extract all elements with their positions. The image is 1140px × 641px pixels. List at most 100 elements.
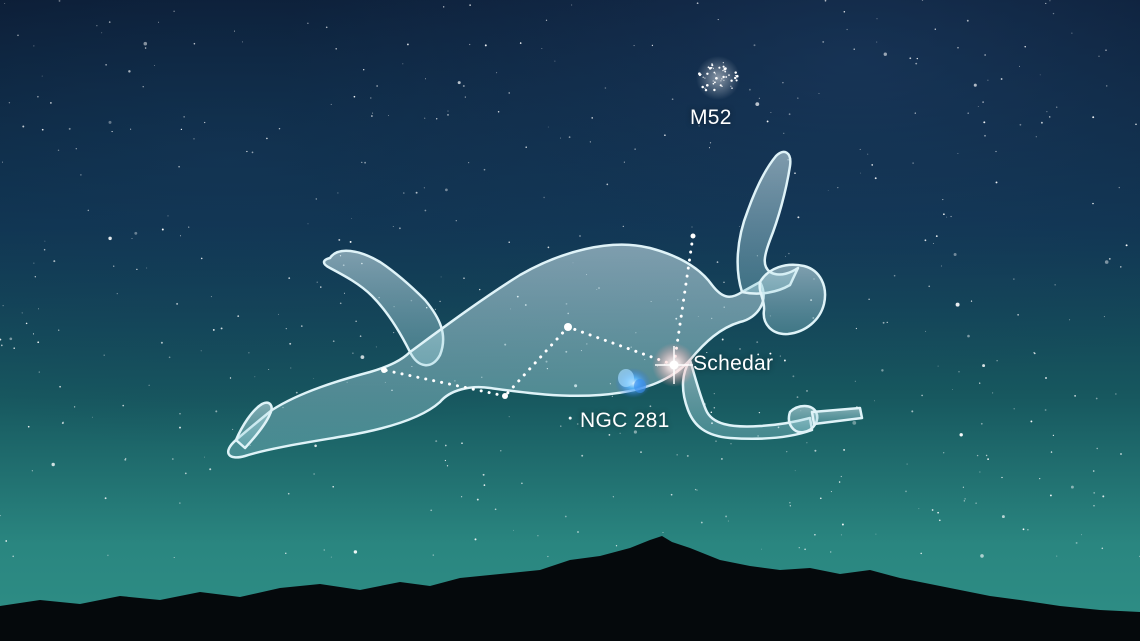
background-star xyxy=(942,199,944,201)
background-star xyxy=(33,45,35,47)
background-star xyxy=(1045,2,1047,4)
background-star xyxy=(91,416,93,418)
background-star xyxy=(1115,393,1117,395)
background-star xyxy=(577,531,579,533)
background-star xyxy=(21,312,23,314)
background-star xyxy=(819,497,822,500)
background-star xyxy=(444,459,447,462)
background-star xyxy=(1125,244,1128,247)
background-star xyxy=(254,376,256,378)
background-star xyxy=(881,369,884,372)
background-star xyxy=(9,337,13,341)
background-star xyxy=(686,454,689,457)
background-star xyxy=(125,457,127,460)
background-star xyxy=(1024,45,1026,48)
background-star xyxy=(633,430,637,434)
background-star xyxy=(469,43,471,46)
background-star xyxy=(482,473,485,476)
background-star xyxy=(843,10,846,13)
background-star xyxy=(180,128,183,131)
background-star xyxy=(984,134,986,137)
background-star xyxy=(838,481,841,483)
background-star xyxy=(964,498,966,500)
background-star xyxy=(979,382,981,384)
background-star xyxy=(909,57,912,60)
background-star xyxy=(914,112,916,114)
background-star xyxy=(782,81,784,84)
background-star xyxy=(168,356,171,359)
background-star xyxy=(928,285,931,288)
background-star xyxy=(107,554,109,557)
cluster-star xyxy=(724,70,727,73)
background-star xyxy=(959,433,963,437)
background-star xyxy=(1055,106,1058,108)
background-star xyxy=(128,70,131,73)
mountain-silhouette xyxy=(0,536,1140,641)
background-star xyxy=(392,225,394,228)
background-star xyxy=(841,523,844,526)
background-star xyxy=(22,125,25,128)
background-star xyxy=(34,276,36,278)
background-star xyxy=(721,338,724,341)
background-star xyxy=(406,43,409,46)
background-star xyxy=(290,367,292,369)
background-star xyxy=(749,88,751,91)
background-star xyxy=(1102,495,1105,498)
background-star xyxy=(710,411,713,414)
background-star xyxy=(439,300,441,303)
background-star xyxy=(101,32,103,34)
background-star xyxy=(167,215,169,217)
background-star xyxy=(694,488,697,491)
background-star xyxy=(403,192,405,194)
background-star xyxy=(756,341,759,343)
background-star xyxy=(339,302,342,305)
background-star xyxy=(5,540,8,542)
background-star xyxy=(806,390,808,392)
background-star xyxy=(1105,49,1107,51)
background-star xyxy=(1108,257,1111,260)
background-star xyxy=(58,329,60,331)
background-star xyxy=(27,425,30,428)
background-star xyxy=(103,354,105,356)
background-star xyxy=(2,305,4,307)
background-star xyxy=(316,281,318,283)
background-star xyxy=(1095,397,1098,400)
background-star xyxy=(1019,123,1022,126)
background-star xyxy=(332,486,334,488)
cluster-star xyxy=(723,67,727,71)
background-star xyxy=(444,444,447,447)
background-star xyxy=(376,85,378,87)
background-star xyxy=(179,235,182,237)
background-star xyxy=(725,515,728,518)
background-star xyxy=(698,125,700,127)
cluster-star xyxy=(714,73,716,75)
background-star xyxy=(278,127,281,130)
background-star xyxy=(183,116,185,118)
figure-foot xyxy=(234,401,273,450)
background-star xyxy=(179,502,181,504)
background-star xyxy=(53,260,56,263)
background-star xyxy=(496,72,498,74)
background-star xyxy=(709,366,712,369)
background-star xyxy=(1048,116,1051,118)
cluster-star xyxy=(698,73,702,77)
background-star xyxy=(1039,478,1041,480)
background-star xyxy=(12,555,14,558)
background-star xyxy=(716,261,719,263)
ngc281-label: NGC 281 xyxy=(580,409,670,432)
background-star xyxy=(359,335,362,337)
background-star xyxy=(402,63,404,65)
cluster-star xyxy=(718,66,721,69)
background-star xyxy=(508,416,510,418)
background-star xyxy=(608,434,611,436)
background-star xyxy=(545,19,548,21)
background-star xyxy=(371,115,373,117)
background-star xyxy=(500,450,502,452)
background-star xyxy=(568,136,571,138)
cluster-star xyxy=(722,62,724,64)
background-star xyxy=(33,262,35,264)
background-star xyxy=(818,92,820,95)
background-star xyxy=(483,168,486,171)
cluster-star xyxy=(734,71,737,74)
